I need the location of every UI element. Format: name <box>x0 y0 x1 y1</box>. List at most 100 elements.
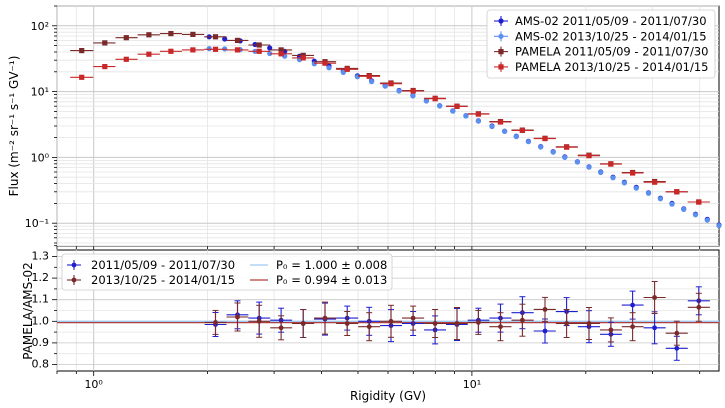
data-point <box>344 66 350 72</box>
data-point <box>519 127 525 133</box>
data-point <box>102 40 108 46</box>
data-point <box>621 180 628 186</box>
data-point <box>432 321 438 326</box>
data-point <box>396 88 402 94</box>
data-point <box>344 321 350 326</box>
data-point <box>388 318 394 324</box>
data-point <box>498 324 503 330</box>
data-point <box>190 47 196 53</box>
data-point <box>586 153 592 159</box>
data-point <box>168 31 174 37</box>
y-tick-label: 1.1 <box>32 293 50 306</box>
data-point <box>212 34 219 40</box>
legend-marker <box>71 277 77 283</box>
data-point <box>454 103 460 109</box>
data-point <box>696 199 702 205</box>
data-point <box>79 48 85 54</box>
data-point <box>630 302 635 308</box>
data-point <box>234 47 241 53</box>
data-point <box>669 201 675 207</box>
data-point <box>234 37 241 43</box>
ratio-panel: 0.80.91.01.11.21.3 10⁰ 10¹ PAMELA/AMS-02 … <box>21 245 720 403</box>
data-point <box>542 328 548 334</box>
data-point <box>489 123 495 130</box>
ratio-marks <box>204 281 710 361</box>
data-point <box>696 304 702 310</box>
data-point <box>454 321 460 326</box>
data-point <box>212 46 219 52</box>
x-axis-title: Rigidity (GV) <box>350 389 426 403</box>
data-point <box>366 324 372 330</box>
data-point <box>562 154 568 160</box>
data-point <box>278 325 284 331</box>
ratio-y-ticks: 0.8 0.9 1.0 1.1 1.2 1.3 <box>32 249 50 370</box>
flux-marks <box>70 31 722 229</box>
y-tick-label: 1.2 <box>32 271 50 284</box>
data-point <box>476 320 481 325</box>
data-point <box>369 79 375 85</box>
data-point <box>450 108 456 114</box>
legend-label: 2013/10/25 - 2014/01/15 <box>91 273 235 287</box>
data-point <box>550 149 556 155</box>
legend-box <box>486 9 716 79</box>
legend-fit-label: P₀ = 1.000 ± 0.008 <box>276 258 387 272</box>
y-tick-label: 10² <box>31 20 49 33</box>
data-point <box>513 134 519 140</box>
data-point <box>586 321 592 326</box>
data-point <box>608 161 614 167</box>
data-point <box>256 48 262 54</box>
flux-y-ticks: 10⁻¹ 10⁰ 10¹ 10² <box>25 20 50 230</box>
data-point <box>463 113 469 119</box>
data-point <box>674 189 680 195</box>
ratio-y-axis-title: PAMELA/AMS-02 <box>21 262 35 360</box>
data-point <box>652 295 657 300</box>
data-point <box>704 217 710 223</box>
data-point <box>437 103 443 109</box>
data-point <box>652 179 658 185</box>
data-point <box>502 128 508 134</box>
data-point <box>123 56 129 62</box>
data-point <box>681 206 687 212</box>
data-point <box>538 144 544 150</box>
data-point <box>278 51 284 57</box>
data-point <box>388 81 394 87</box>
data-point <box>168 48 174 54</box>
data-point <box>300 321 306 326</box>
data-point <box>366 73 372 79</box>
data-point <box>497 119 504 125</box>
legend-label: AMS-02 2011/05/09 - 2011/07/30 <box>515 14 707 28</box>
data-point <box>410 93 416 99</box>
data-point <box>586 164 592 170</box>
flux-panel: 10⁻¹ 10⁰ 10¹ 10² Flux (m⁻² sr⁻¹ s⁻¹ GV⁻¹) A… <box>7 5 722 251</box>
data-point <box>278 47 284 53</box>
data-point <box>256 42 262 48</box>
data-point <box>652 325 657 331</box>
data-point <box>123 35 129 41</box>
data-point <box>206 46 212 52</box>
data-point <box>410 88 416 94</box>
data-point <box>542 136 548 142</box>
data-point <box>657 196 664 202</box>
data-point <box>475 111 481 117</box>
legend-label: 2011/05/09 - 2011/07/30 <box>91 258 235 272</box>
y-tick-label: 1.3 <box>32 249 50 262</box>
data-point <box>574 159 581 165</box>
y-tick-label: 10¹ <box>31 86 49 99</box>
data-point <box>146 51 152 57</box>
legend-label: AMS-02 2013/10/25 - 2014/01/15 <box>515 29 707 43</box>
data-point <box>716 223 722 229</box>
data-point <box>256 318 262 324</box>
data-point <box>79 74 85 80</box>
data-point <box>300 55 306 61</box>
x-tick-label: 10⁰ <box>84 378 103 391</box>
data-point <box>190 31 196 37</box>
data-point <box>410 315 416 321</box>
legend-marker <box>71 262 77 268</box>
flux-y-axis-title: Flux (m⁻² sr⁻¹ s⁻¹ GV⁻¹) <box>7 56 21 197</box>
data-point <box>322 315 328 321</box>
data-point <box>598 169 604 176</box>
data-point <box>564 321 569 326</box>
data-point <box>311 61 317 67</box>
